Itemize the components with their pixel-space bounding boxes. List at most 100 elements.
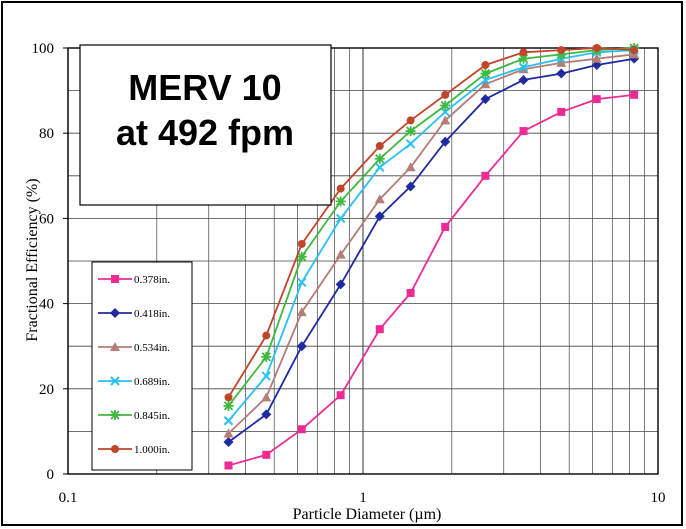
data-point (296, 341, 307, 352)
series-line (227, 53, 635, 435)
data-point (556, 49, 567, 60)
data-point (110, 342, 120, 351)
axes: 0 20 40 60 80 100 0.1 1 10 (32, 41, 666, 506)
data-point (297, 425, 306, 434)
x-axis-label: Particle Diameter (µm) (293, 506, 442, 523)
y-tick-label: 0 (47, 467, 55, 483)
data-point (336, 391, 345, 400)
legend-entry: 0.378in. (98, 274, 170, 286)
data-point (375, 325, 384, 334)
legend-entry: 1.000in. (98, 444, 170, 456)
data-point (440, 115, 451, 125)
legend: 0.378in. 0.418in. 0.534in. 0.689in. 0.845in.… (91, 261, 193, 471)
chart-title-line-1: MERV 10 (128, 67, 281, 108)
data-point (297, 277, 307, 288)
data-point (223, 428, 234, 438)
series-1 (224, 90, 639, 470)
data-point (518, 62, 529, 72)
data-point (336, 184, 345, 193)
data-point (518, 74, 529, 85)
data-point (111, 275, 119, 283)
legend-label: 0.534in. (134, 342, 170, 354)
data-point (406, 116, 415, 125)
data-point (592, 95, 601, 104)
data-point (405, 126, 416, 137)
legend-label: 0.418in. (134, 308, 170, 320)
series-line (227, 57, 635, 443)
data-point (110, 308, 120, 318)
y-tick-label: 80 (39, 126, 54, 142)
legend-label: 0.378in. (134, 274, 170, 286)
data-point (556, 68, 567, 79)
data-point (557, 107, 566, 116)
data-point (111, 445, 119, 453)
data-point (591, 53, 602, 63)
legend-label: 0.689in. (134, 376, 170, 388)
data-point (262, 450, 271, 459)
x-tick-label: 0.1 (59, 490, 78, 506)
data-point (296, 307, 307, 317)
data-point (335, 196, 346, 207)
title-box: MERV 10 at 492 fpm (79, 44, 332, 206)
data-point (223, 416, 234, 426)
series-lines (223, 43, 640, 470)
data-point (630, 90, 639, 99)
series-line (227, 47, 635, 407)
y-axis-label: Fractional Efficiency (%) (24, 178, 41, 341)
data-point (557, 46, 566, 55)
legend-entry: 0.418in. (98, 308, 170, 320)
chart-title-line-2: at 492 fpm (116, 112, 294, 153)
legend-box (91, 261, 193, 471)
data-point (592, 44, 601, 52)
data-point (481, 61, 490, 70)
data-point (630, 46, 639, 55)
data-point (261, 351, 272, 362)
data-point (441, 222, 450, 231)
data-point (556, 57, 567, 67)
series-line (227, 47, 635, 398)
data-point (297, 239, 306, 248)
data-point (224, 393, 233, 402)
data-point (519, 127, 528, 136)
data-point (440, 100, 451, 111)
legend-entry: 0.845in. (98, 410, 170, 422)
data-point (375, 141, 384, 150)
grid (67, 47, 658, 475)
y-tick-label: 100 (32, 41, 55, 57)
data-point (480, 94, 491, 105)
legend-label: 0.845in. (134, 410, 170, 422)
y-tick-label: 40 (39, 297, 54, 313)
data-point (110, 410, 120, 420)
series-line (227, 49, 635, 422)
legend-label: 1.000in. (134, 444, 170, 456)
data-point (405, 162, 416, 172)
x-tick-label: 1 (359, 490, 367, 506)
data-point (223, 400, 234, 411)
series-2 (223, 53, 640, 448)
data-point (261, 371, 271, 381)
data-point (335, 213, 346, 224)
y-tick-label: 60 (39, 211, 54, 227)
data-point (375, 162, 385, 172)
data-point (440, 136, 451, 147)
data-point (480, 68, 491, 79)
data-point (262, 331, 271, 340)
data-point (261, 392, 272, 402)
data-point (406, 288, 415, 297)
data-point (335, 249, 346, 259)
legend-entry: 0.689in. (98, 376, 170, 388)
data-point (224, 461, 233, 470)
data-point (405, 181, 416, 192)
data-point (374, 153, 385, 164)
data-point (335, 279, 346, 290)
data-point (374, 211, 385, 222)
data-point (481, 171, 490, 180)
data-point (441, 90, 450, 99)
data-point (519, 48, 528, 57)
plot-area-border (67, 47, 659, 475)
data-point (374, 194, 385, 204)
legend-entry: 0.534in. (98, 342, 170, 354)
data-point (223, 437, 234, 448)
